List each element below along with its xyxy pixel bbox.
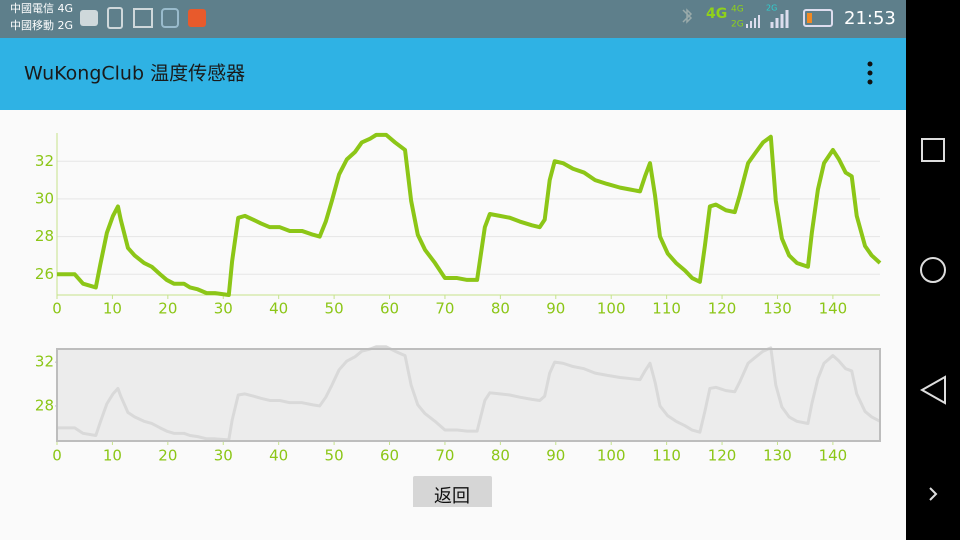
y-tick-label: 32 [35, 152, 54, 170]
x-tick-label: 10 [103, 300, 122, 318]
navigator-frame [56, 348, 881, 442]
y-tick-label: 30 [35, 189, 54, 207]
navigator-line [57, 345, 881, 442]
x-tick-label: 20 [158, 447, 177, 465]
x-tick-label: 130 [763, 447, 792, 465]
navigator-background [57, 349, 880, 441]
x-tick-label: 140 [819, 447, 848, 465]
x-tick-label: 100 [597, 447, 626, 465]
x-tick-label: 60 [380, 300, 399, 318]
x-tick-label: 90 [546, 447, 565, 465]
x-tick-label: 50 [325, 300, 344, 318]
app-bar [0, 38, 906, 110]
x-tick-label: 110 [652, 300, 681, 318]
icon [161, 8, 179, 28]
network-label: 2G [731, 20, 744, 30]
x-tick-label: 0 [52, 447, 62, 465]
back-button[interactable] [413, 476, 492, 510]
x-tick-label: 60 [380, 447, 399, 465]
battery-level [807, 13, 812, 23]
overflow-menu[interactable] [867, 61, 873, 85]
battery [803, 9, 833, 27]
icon [80, 10, 98, 26]
icon [188, 9, 206, 27]
carrier: 中國移動 2G [10, 18, 73, 32]
bluetooth-icon [682, 8, 693, 24]
app-title: WuKongClub 温度传感器 [24, 63, 245, 85]
x-tick-label: 80 [491, 300, 510, 318]
x-tick-label: 50 [325, 447, 344, 465]
carrier: 中國電信 4G [10, 2, 73, 15]
x-tick-label: 30 [214, 447, 233, 465]
x-tick-label: 70 [435, 300, 454, 318]
x-tick-label: 40 [269, 447, 288, 465]
x-tick-label: 70 [435, 447, 454, 465]
x-tick-label: 20 [158, 300, 177, 318]
x-tick-label: 140 [819, 300, 848, 318]
back-button[interactable] [919, 375, 946, 405]
button-label: 返回 [434, 486, 470, 507]
y-tick-label: 26 [35, 265, 54, 283]
clock: 21:53 [844, 8, 896, 29]
x-tick-label: 130 [763, 300, 792, 318]
x-tick-label: 80 [491, 447, 510, 465]
x-tick-label: 110 [652, 447, 681, 465]
network-label: 4G [706, 6, 727, 22]
icon [133, 8, 153, 28]
x-tick-label: 40 [269, 300, 288, 318]
temperature-line [57, 132, 882, 297]
x-tick-label: 90 [546, 300, 565, 318]
signal-icon [746, 15, 760, 28]
home-button[interactable] [920, 257, 946, 283]
content-bottom [0, 507, 906, 540]
expand-button[interactable] [929, 487, 938, 501]
x-tick-label: 30 [214, 300, 233, 318]
network-label: 4G [731, 5, 744, 15]
x-tick-label: 120 [708, 300, 737, 318]
network-label: 2G [766, 4, 777, 13]
y-tick-label: 32 [35, 353, 54, 371]
signal-icon [770, 10, 789, 28]
x-tick-label: 0 [52, 300, 62, 318]
content [0, 110, 906, 540]
nav-bar [906, 0, 960, 540]
x-tick-label: 10 [103, 447, 122, 465]
icon [107, 7, 123, 29]
x-tick-label: 120 [708, 447, 737, 465]
y-tick-label: 28 [35, 396, 54, 414]
recents-button[interactable] [921, 138, 945, 162]
x-tick-label: 100 [597, 300, 626, 318]
y-tick-label: 28 [35, 227, 54, 245]
